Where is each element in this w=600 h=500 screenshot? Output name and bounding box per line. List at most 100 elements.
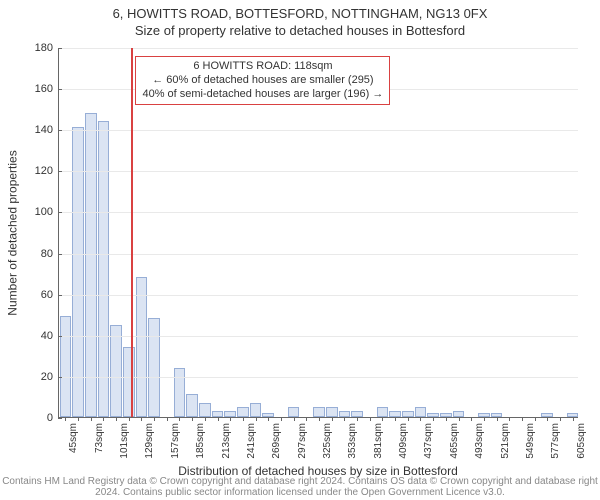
x-tick-mark — [91, 417, 92, 421]
bar — [186, 394, 198, 417]
x-tick-mark — [65, 417, 66, 421]
x-tick-mark — [256, 417, 257, 421]
y-tick-label: 140 — [19, 124, 59, 136]
chart-title: 6, HOWITTS ROAD, BOTTESFORD, NOTTINGHAM,… — [0, 0, 600, 22]
grid-line — [59, 254, 578, 255]
bar — [237, 407, 249, 417]
x-tick-mark — [395, 417, 396, 421]
x-tick-label: 241sqm — [246, 423, 257, 459]
x-tick-mark — [116, 417, 117, 421]
grid-line — [59, 212, 578, 213]
grid-line — [59, 171, 578, 172]
chart-container: 6, HOWITTS ROAD, BOTTESFORD, NOTTINGHAM,… — [0, 0, 600, 500]
grid-line — [59, 336, 578, 337]
x-tick-mark — [294, 417, 295, 421]
x-tick-label: 353sqm — [347, 423, 358, 459]
annotation-box: 6 HOWITTS ROAD: 118sqm← 60% of detached … — [135, 56, 390, 105]
chart-subtitle: Size of property relative to detached ho… — [0, 22, 600, 39]
x-tick-label: 185sqm — [195, 423, 206, 459]
x-tick-label: 213sqm — [221, 423, 232, 459]
bar — [60, 316, 72, 417]
x-tick-label: 521sqm — [500, 423, 511, 459]
bar — [326, 407, 338, 417]
annotation-line1: 6 HOWITTS ROAD: 118sqm — [142, 60, 383, 74]
x-tick-label: 101sqm — [119, 423, 130, 459]
x-tick-mark — [497, 417, 498, 421]
bar — [85, 113, 97, 417]
bar — [377, 407, 389, 417]
x-tick-mark — [167, 417, 168, 421]
x-tick-label: 297sqm — [297, 423, 308, 459]
grid-line — [59, 295, 578, 296]
y-tick-label: 100 — [19, 206, 59, 218]
x-tick-mark — [319, 417, 320, 421]
y-axis-label: Number of detached properties — [6, 48, 20, 418]
x-tick-mark — [281, 417, 282, 421]
x-tick-mark — [129, 417, 130, 421]
x-tick-mark — [243, 417, 244, 421]
grid-line — [59, 377, 578, 378]
x-tick-label: 381sqm — [373, 423, 384, 459]
x-tick-mark — [205, 417, 206, 421]
bar — [174, 368, 186, 417]
x-tick-label: 493sqm — [474, 423, 485, 459]
x-tick-label: 325sqm — [322, 423, 333, 459]
x-tick-label: 549sqm — [525, 423, 536, 459]
x-tick-label: 269sqm — [271, 423, 282, 459]
x-tick-mark — [471, 417, 472, 421]
x-tick-label: 73sqm — [94, 423, 105, 453]
x-tick-mark — [357, 417, 358, 421]
x-tick-label: 409sqm — [398, 423, 409, 459]
y-tick-label: 80 — [19, 248, 59, 260]
x-tick-mark — [547, 417, 548, 421]
x-tick-mark — [344, 417, 345, 421]
grid-line — [59, 130, 578, 131]
x-tick-mark — [268, 417, 269, 421]
bar — [250, 403, 262, 417]
x-tick-mark — [78, 417, 79, 421]
x-tick-mark — [332, 417, 333, 421]
bar — [136, 277, 148, 417]
annotation-line3: 40% of semi-detached houses are larger (… — [142, 88, 383, 102]
bar — [313, 407, 325, 417]
x-tick-mark — [522, 417, 523, 421]
x-tick-mark — [382, 417, 383, 421]
y-tick-label: 40 — [19, 330, 59, 342]
x-tick-label: 157sqm — [170, 423, 181, 459]
bar — [98, 121, 110, 417]
x-tick-mark — [484, 417, 485, 421]
x-tick-mark — [103, 417, 104, 421]
x-tick-mark — [509, 417, 510, 421]
chart-footer: Contains HM Land Registry data © Crown c… — [0, 476, 600, 498]
x-tick-label: 605sqm — [576, 423, 587, 459]
x-tick-mark — [420, 417, 421, 421]
x-tick-mark — [306, 417, 307, 421]
x-tick-mark — [459, 417, 460, 421]
plot-area: 02040608010012014016018045sqm73sqm101sqm… — [58, 48, 578, 418]
x-tick-mark — [370, 417, 371, 421]
x-tick-mark — [560, 417, 561, 421]
x-tick-mark — [192, 417, 193, 421]
y-tick-label: 120 — [19, 165, 59, 177]
x-tick-label: 437sqm — [423, 423, 434, 459]
marker-line — [131, 48, 133, 417]
x-tick-mark — [535, 417, 536, 421]
y-tick-label: 60 — [19, 289, 59, 301]
x-tick-label: 45sqm — [68, 423, 79, 453]
x-tick-label: 465sqm — [449, 423, 460, 459]
x-tick-mark — [179, 417, 180, 421]
y-tick-label: 20 — [19, 371, 59, 383]
annotation-line2: ← 60% of detached houses are smaller (29… — [142, 74, 383, 88]
grid-line — [59, 48, 578, 49]
x-tick-mark — [573, 417, 574, 421]
y-tick-label: 0 — [19, 412, 59, 424]
y-tick-label: 180 — [19, 42, 59, 54]
x-tick-mark — [408, 417, 409, 421]
x-tick-label: 577sqm — [550, 423, 561, 459]
x-tick-mark — [154, 417, 155, 421]
bar — [199, 403, 211, 417]
x-tick-mark — [433, 417, 434, 421]
bar — [288, 407, 300, 417]
x-tick-mark — [141, 417, 142, 421]
bar — [148, 318, 160, 417]
